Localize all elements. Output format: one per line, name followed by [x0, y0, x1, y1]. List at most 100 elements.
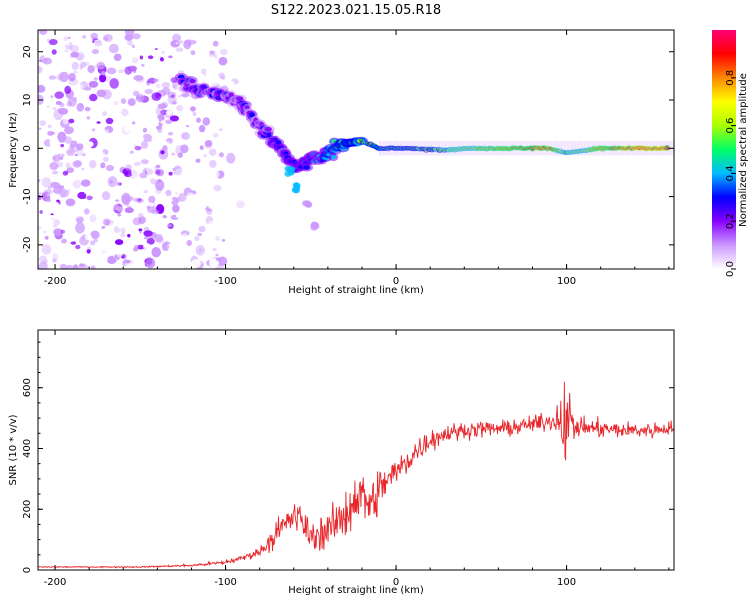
noise-speckle — [119, 166, 126, 174]
noise-speckle — [155, 186, 162, 195]
trace-band — [631, 141, 635, 156]
noise-speckle — [109, 179, 113, 184]
noise-speckle — [236, 200, 245, 209]
trace-band — [433, 141, 437, 156]
noise-speckle — [195, 158, 201, 163]
noise-speckle — [179, 40, 184, 44]
noise-speckle — [117, 213, 122, 217]
trace-band — [552, 141, 556, 156]
noise-speckle — [138, 136, 145, 142]
noise-speckle — [69, 45, 80, 52]
noise-speckle — [143, 243, 151, 251]
noise-speckle — [160, 41, 170, 51]
noise-speckle — [195, 245, 205, 256]
trace-band — [443, 141, 447, 156]
noise-speckle — [162, 145, 168, 152]
noise-speckle — [139, 255, 145, 262]
noise-speckle — [100, 70, 106, 76]
noise-speckle — [41, 177, 52, 188]
noise-speckle — [96, 61, 106, 70]
noise-speckle — [63, 40, 70, 45]
x-tick-label: 100 — [557, 577, 576, 588]
noise-speckle — [161, 67, 167, 72]
noise-speckle — [194, 236, 200, 242]
noise-speckle — [58, 185, 65, 189]
noise-speckle — [38, 165, 44, 173]
noise-speckle — [191, 140, 199, 149]
noise-speckle — [104, 219, 114, 226]
noise-speckle — [93, 170, 102, 178]
noise-speckle — [42, 57, 53, 65]
noise-speckle — [88, 80, 99, 88]
noise-speckle — [57, 131, 67, 143]
trace-band — [430, 141, 434, 156]
trace-band — [576, 141, 580, 156]
noise-speckle — [161, 50, 165, 55]
noise-speckle — [146, 81, 150, 86]
noise-speckle — [120, 108, 129, 117]
noise-speckle — [140, 159, 149, 165]
noise-speckle — [157, 103, 167, 109]
noise-speckle — [125, 164, 132, 171]
noise-speckle — [58, 108, 69, 115]
noise-speckle — [198, 124, 206, 133]
noise-speckle — [84, 61, 90, 66]
noise-speckle — [140, 260, 146, 267]
noise-speckle — [210, 122, 215, 125]
noise-speckle — [122, 240, 129, 247]
noise-speckle — [122, 237, 129, 243]
noise-speckle — [105, 117, 114, 125]
noise-speckle — [113, 53, 122, 62]
noise-speckle — [77, 84, 84, 90]
noise-speckle — [144, 88, 153, 95]
trace-band — [385, 141, 389, 156]
noise-speckle — [184, 141, 190, 146]
noise-speckle — [103, 129, 110, 134]
noise-speckle — [210, 161, 220, 170]
noise-speckle — [74, 251, 83, 257]
noise-speckle — [154, 169, 161, 176]
colorbar-tick-label: 0.4 — [725, 165, 736, 181]
noise-speckle — [89, 93, 98, 102]
noise-speckle — [131, 121, 136, 125]
noise-speckle — [204, 140, 213, 147]
noise-speckle — [198, 71, 202, 74]
noise-speckle — [198, 225, 206, 233]
noise-speckle — [142, 41, 153, 50]
noise-speckle — [139, 55, 144, 60]
noise-speckle — [75, 216, 84, 224]
trace-band — [542, 141, 546, 156]
noise-speckle — [38, 59, 43, 63]
noise-speckle — [63, 36, 69, 42]
noise-speckle — [190, 50, 196, 56]
noise-speckle — [70, 241, 77, 245]
trace-band — [532, 141, 536, 156]
noise-speckle — [76, 102, 85, 112]
trace-band — [583, 141, 587, 156]
noise-speckle — [116, 206, 124, 213]
noise-speckle — [89, 240, 96, 246]
noise-speckle — [161, 87, 171, 95]
colorbar-tick-label: 0.8 — [725, 70, 736, 86]
noise-speckle — [210, 111, 216, 116]
noise-speckle — [79, 118, 89, 128]
noise-speckle — [168, 132, 173, 136]
noise-speckle — [177, 94, 183, 98]
trace-band — [409, 141, 413, 156]
trace-band — [474, 141, 478, 156]
noise-speckle — [160, 150, 165, 155]
noise-speckle — [100, 228, 109, 238]
noise-speckle — [136, 244, 145, 250]
noise-speckle — [133, 247, 139, 252]
noise-speckle — [91, 128, 96, 132]
noise-speckle — [179, 115, 186, 121]
noise-speckle — [132, 69, 137, 73]
noise-speckle — [207, 201, 217, 210]
noise-speckle — [138, 217, 145, 225]
noise-speckle — [209, 59, 218, 69]
noise-speckle — [99, 244, 110, 253]
trace-band — [549, 141, 553, 156]
figure-title: S122.2023.021.15.05.R18 — [271, 3, 441, 18]
trace-band — [416, 141, 420, 156]
trace-core — [330, 154, 337, 160]
